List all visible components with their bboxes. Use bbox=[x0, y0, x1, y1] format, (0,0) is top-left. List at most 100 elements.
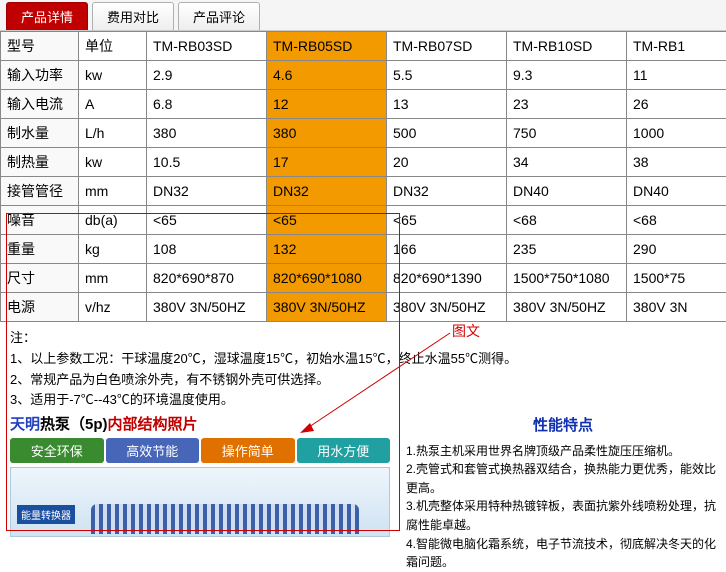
table-cell: L/h bbox=[79, 119, 147, 148]
table-cell: DN40 bbox=[627, 177, 726, 206]
table-cell: 6.8 bbox=[147, 90, 267, 119]
annotation-label: 图文 bbox=[452, 321, 480, 341]
table-cell: 电源 bbox=[1, 293, 79, 322]
table-cell: TM-RB05SD bbox=[267, 32, 387, 61]
table-cell: 重量 bbox=[1, 235, 79, 264]
table-cell: A bbox=[79, 90, 147, 119]
table-cell: 820*690*1390 bbox=[387, 264, 507, 293]
table-cell: 1000 bbox=[627, 119, 726, 148]
badge-easy: 操作简单 bbox=[201, 438, 295, 463]
note-2: 2、常规产品为白色喷涂外壳，有不锈钢外壳可供选择。 bbox=[10, 370, 716, 391]
perf-2: 2.壳管式和套管式换热器双结合，换热能力更优秀，能效比更高。 bbox=[406, 460, 720, 497]
table-cell: 噪音 bbox=[1, 206, 79, 235]
table-cell: 166 bbox=[387, 235, 507, 264]
device-image: 能量转换器 bbox=[10, 467, 390, 537]
table-cell: mm bbox=[79, 264, 147, 293]
table-cell: kg bbox=[79, 235, 147, 264]
table-cell: <65 bbox=[387, 206, 507, 235]
table-cell: 380 bbox=[147, 119, 267, 148]
table-cell: 290 bbox=[627, 235, 726, 264]
table-cell: 20 bbox=[387, 148, 507, 177]
perf-list: 1.热泵主机采用世界名牌顶级产品柔性旋压压缩机。 2.壳管式和套管式换热器双结合… bbox=[406, 442, 720, 572]
table-cell: 380V 3N/50HZ bbox=[267, 293, 387, 322]
tab-cost[interactable]: 费用对比 bbox=[92, 2, 174, 30]
table-row: 制热量kw10.517203438 bbox=[1, 148, 726, 177]
perf-4: 4.智能微电脑化霜系统，电子节流技术，彻底解决冬天的化霜问题。 bbox=[406, 535, 720, 572]
device-label: 能量转换器 bbox=[17, 505, 75, 524]
table-cell: 820*690*1080 bbox=[267, 264, 387, 293]
table-cell: <68 bbox=[507, 206, 627, 235]
table-row: 型号单位TM-RB03SDTM-RB05SDTM-RB07SDTM-RB10SD… bbox=[1, 32, 726, 61]
table-cell: 13 bbox=[387, 90, 507, 119]
table-cell: 尺寸 bbox=[1, 264, 79, 293]
table-cell: 34 bbox=[507, 148, 627, 177]
table-cell: 108 bbox=[147, 235, 267, 264]
badge-eff: 高效节能 bbox=[106, 438, 200, 463]
table-cell: 输入功率 bbox=[1, 61, 79, 90]
table-cell: 输入电流 bbox=[1, 90, 79, 119]
table-cell: 38 bbox=[627, 148, 726, 177]
table-cell: 26 bbox=[627, 90, 726, 119]
badge-row: 安全环保 高效节能 操作简单 用水方便 bbox=[10, 438, 390, 463]
table-row: 电源v/hz380V 3N/50HZ380V 3N/50HZ380V 3N/50… bbox=[1, 293, 726, 322]
notes-block: 注： 1、以上参数工况：干球温度20℃，湿球温度15℃，初始水温15℃，终止水温… bbox=[0, 322, 726, 413]
device-grill bbox=[91, 504, 359, 534]
table-cell: v/hz bbox=[79, 293, 147, 322]
table-row: 接管管径mmDN32DN32DN32DN40DN40 bbox=[1, 177, 726, 206]
table-cell: kw bbox=[79, 61, 147, 90]
table-cell: db(a) bbox=[79, 206, 147, 235]
table-cell: 11 bbox=[627, 61, 726, 90]
table-cell: 2.9 bbox=[147, 61, 267, 90]
table-cell: DN32 bbox=[387, 177, 507, 206]
table-cell: 500 bbox=[387, 119, 507, 148]
table-cell: 9.3 bbox=[507, 61, 627, 90]
table-cell: 单位 bbox=[79, 32, 147, 61]
table-cell: <65 bbox=[147, 206, 267, 235]
table-cell: 型号 bbox=[1, 32, 79, 61]
table-cell: 制热量 bbox=[1, 148, 79, 177]
table-cell: 380V 3N/50HZ bbox=[387, 293, 507, 322]
table-cell: 接管管径 bbox=[1, 177, 79, 206]
table-cell: <68 bbox=[627, 206, 726, 235]
table-cell: 820*690*870 bbox=[147, 264, 267, 293]
table-cell: 4.6 bbox=[267, 61, 387, 90]
struct-title: 天明热泵（5p)内部结构照片 bbox=[10, 413, 390, 434]
table-cell: TM-RB10SD bbox=[507, 32, 627, 61]
table-cell: <65 bbox=[267, 206, 387, 235]
table-row: 制水量L/h3803805007501000 bbox=[1, 119, 726, 148]
table-row: 输入电流A6.812132326 bbox=[1, 90, 726, 119]
perf-3: 3.机壳整体采用特种热镀锌板，表面抗紫外线喷粉处理，抗腐性能卓越。 bbox=[406, 497, 720, 534]
table-cell: TM-RB07SD bbox=[387, 32, 507, 61]
table-cell: kw bbox=[79, 148, 147, 177]
table-cell: DN32 bbox=[147, 177, 267, 206]
table-row: 噪音db(a)<65<65<65<68<68 bbox=[1, 206, 726, 235]
tab-bar: 产品详情 费用对比 产品评论 bbox=[0, 0, 726, 31]
table-cell: 23 bbox=[507, 90, 627, 119]
tab-detail[interactable]: 产品详情 bbox=[6, 2, 88, 30]
note-1: 1、以上参数工况：干球温度20℃，湿球温度15℃，初始水温15℃，终止水温55℃… bbox=[10, 349, 716, 370]
table-cell: mm bbox=[79, 177, 147, 206]
table-cell: 12 bbox=[267, 90, 387, 119]
table-row: 尺寸mm820*690*870820*690*1080820*690*13901… bbox=[1, 264, 726, 293]
notes-header: 注： bbox=[10, 328, 716, 349]
badge-water: 用水方便 bbox=[297, 438, 391, 463]
table-row: 输入功率kw2.94.65.59.311 bbox=[1, 61, 726, 90]
perf-1: 1.热泵主机采用世界名牌顶级产品柔性旋压压缩机。 bbox=[406, 442, 720, 461]
spec-table: 型号单位TM-RB03SDTM-RB05SDTM-RB07SDTM-RB10SD… bbox=[0, 31, 726, 322]
table-cell: 1500*75 bbox=[627, 264, 726, 293]
note-3: 3、适用于-7℃--43℃的环境温度使用。 bbox=[10, 390, 716, 411]
table-cell: 5.5 bbox=[387, 61, 507, 90]
table-cell: 235 bbox=[507, 235, 627, 264]
table-cell: TM-RB1 bbox=[627, 32, 726, 61]
badge-safe: 安全环保 bbox=[10, 438, 104, 463]
table-row: 重量kg108132166235290 bbox=[1, 235, 726, 264]
table-cell: DN40 bbox=[507, 177, 627, 206]
table-cell: 1500*750*1080 bbox=[507, 264, 627, 293]
table-cell: 10.5 bbox=[147, 148, 267, 177]
table-cell: 380V 3N bbox=[627, 293, 726, 322]
table-cell: 750 bbox=[507, 119, 627, 148]
table-cell: 制水量 bbox=[1, 119, 79, 148]
table-cell: 380 bbox=[267, 119, 387, 148]
table-cell: DN32 bbox=[267, 177, 387, 206]
tab-review[interactable]: 产品评论 bbox=[178, 2, 260, 30]
